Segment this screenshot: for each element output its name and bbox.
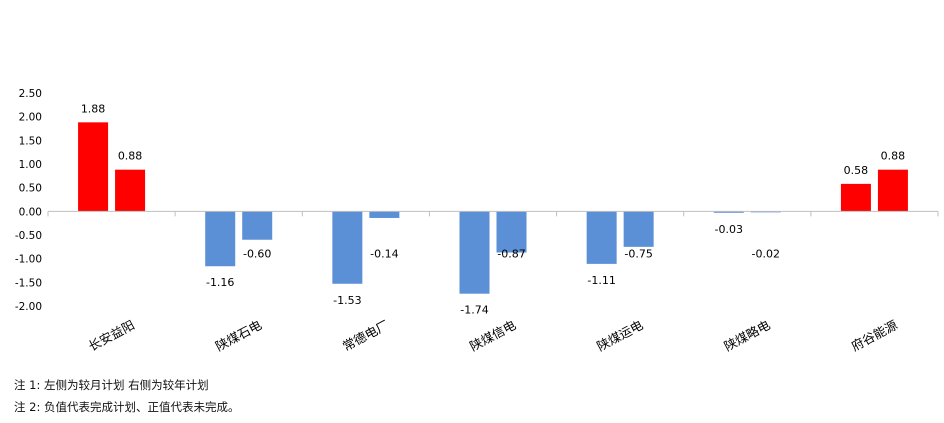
data-label: 0.58 [844,164,869,177]
x-tick-label: 陕煤运电 [594,317,646,354]
data-label: -0.87 [497,247,525,260]
data-label: -1.53 [333,294,361,307]
data-label: -0.14 [370,247,398,260]
data-label: -0.03 [715,223,743,236]
value-labels: 1.88 0.88 -1.16 -0.60 -1.53 -0.14 -1.74 -0.87 -1… [81,102,905,316]
data-label: -1.11 [587,274,615,287]
x-tick-label: 长安益阳 [86,317,137,354]
bar [623,211,654,247]
y-axis-ticks: 2.50 2.00 1.50 1.00 0.50 0.00 -0.50 -1.00 -1.50 -… [15,88,42,313]
footnote-1: 注 1: 左侧为较月计划 右侧为较年计划 [14,378,209,392]
bar [242,211,273,240]
data-label: -0.75 [624,247,652,260]
x-tick-label: 陕煤石电 [213,317,265,354]
data-label: 0.88 [118,150,143,163]
bar [115,169,146,212]
y-tick-label: 0.50 [19,183,42,195]
x-tick-label: 常德电厂 [340,317,391,354]
footnotes: 注 1: 左侧为较月计划 右侧为较年计划 注 2: 负值代表完成计划、正值代表未… [14,374,240,418]
bar [369,211,400,218]
category-labels: 长安益阳 陕煤石电 常德电厂 陕煤信电 陕煤运电 陕煤略电 府谷能源 [86,317,900,354]
bar [713,211,744,213]
y-tick-label: -0.50 [15,230,42,242]
y-tick-label: 0.00 [19,206,42,218]
data-label: -0.60 [243,247,271,260]
bar [840,183,871,212]
data-label: 1.88 [81,102,106,115]
x-tick-label: 陕煤信电 [467,317,519,354]
y-tick-label: 2.50 [19,88,42,100]
y-tick-label: -1.00 [15,254,42,266]
bar-chart: 2.50 2.00 1.50 1.00 0.50 0.00 -0.50 -1.00 -1.50 -… [15,88,939,354]
data-label: -0.02 [752,247,780,260]
x-axis [47,210,939,217]
y-tick-label: 1.00 [19,159,42,171]
bars [78,122,908,294]
data-label: -1.16 [206,276,234,289]
y-tick-label: -2.00 [15,301,42,313]
bar [205,211,236,267]
bar [586,211,617,264]
bar [877,169,908,212]
footnote-2: 注 2: 负值代表完成计划、正值代表未完成。 [14,400,240,414]
bar [332,211,363,284]
y-tick-label: 1.50 [19,135,42,147]
y-tick-label: -1.50 [15,277,42,289]
data-label: -1.74 [460,304,488,317]
data-label: 0.88 [881,150,906,163]
bar [496,211,527,253]
y-tick-label: 2.00 [19,112,42,124]
bar [459,211,490,294]
x-tick-label: 陕煤略电 [721,317,773,354]
bar [78,122,109,212]
x-tick-label: 府谷能源 [849,317,901,354]
